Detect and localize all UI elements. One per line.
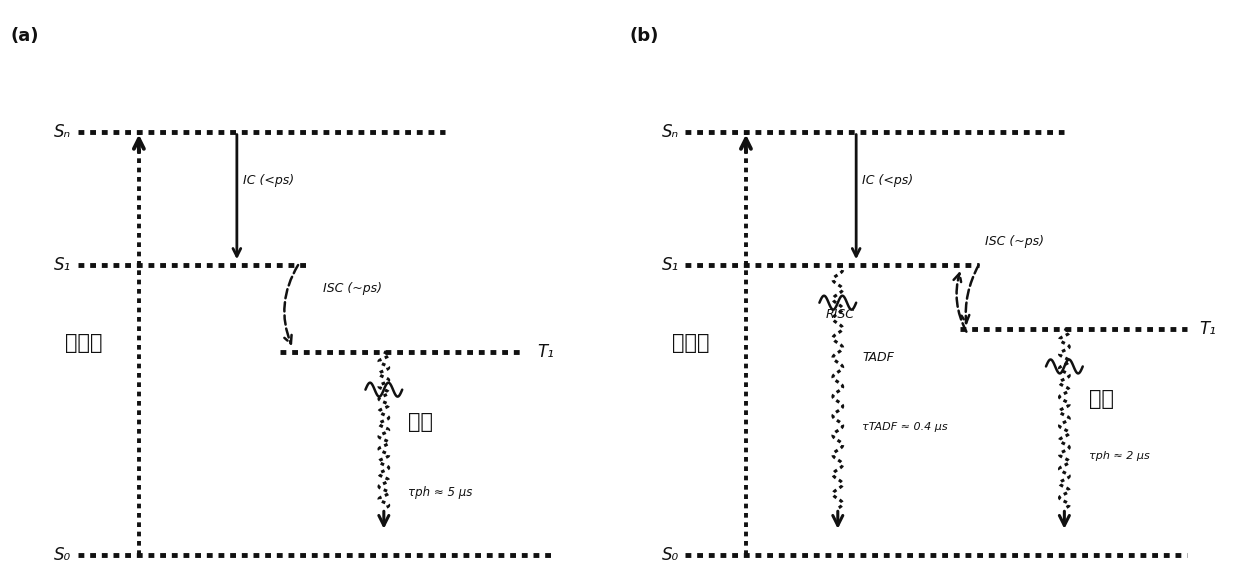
Text: T₁: T₁ (1199, 320, 1216, 338)
Text: Sₙ: Sₙ (55, 123, 72, 141)
Text: Sₙ: Sₙ (661, 123, 678, 141)
Text: 磷光: 磷光 (1089, 389, 1114, 409)
Text: RISC: RISC (826, 309, 854, 322)
Text: ISC (~ps): ISC (~ps) (322, 282, 382, 295)
Text: S₁: S₁ (55, 256, 72, 274)
Text: ISC (~ps): ISC (~ps) (985, 235, 1044, 248)
Text: TADF: TADF (862, 351, 894, 364)
Text: (b): (b) (630, 28, 658, 45)
Text: τph ≈ 5 μs: τph ≈ 5 μs (408, 486, 472, 499)
Text: S₁: S₁ (661, 256, 678, 274)
Text: IC (<ps): IC (<ps) (243, 174, 294, 187)
Text: T₁: T₁ (537, 343, 554, 361)
Text: 磷光: 磷光 (408, 412, 433, 432)
Text: τph ≈ 2 μs: τph ≈ 2 μs (1089, 451, 1149, 461)
Text: 光激发: 光激发 (672, 333, 709, 353)
Text: IC (<ps): IC (<ps) (862, 174, 914, 187)
Text: τTADF ≈ 0.4 μs: τTADF ≈ 0.4 μs (862, 422, 947, 432)
Text: S₀: S₀ (55, 546, 72, 564)
Text: 光激发: 光激发 (64, 333, 103, 353)
Text: (a): (a) (10, 28, 38, 45)
Text: S₀: S₀ (661, 546, 678, 564)
